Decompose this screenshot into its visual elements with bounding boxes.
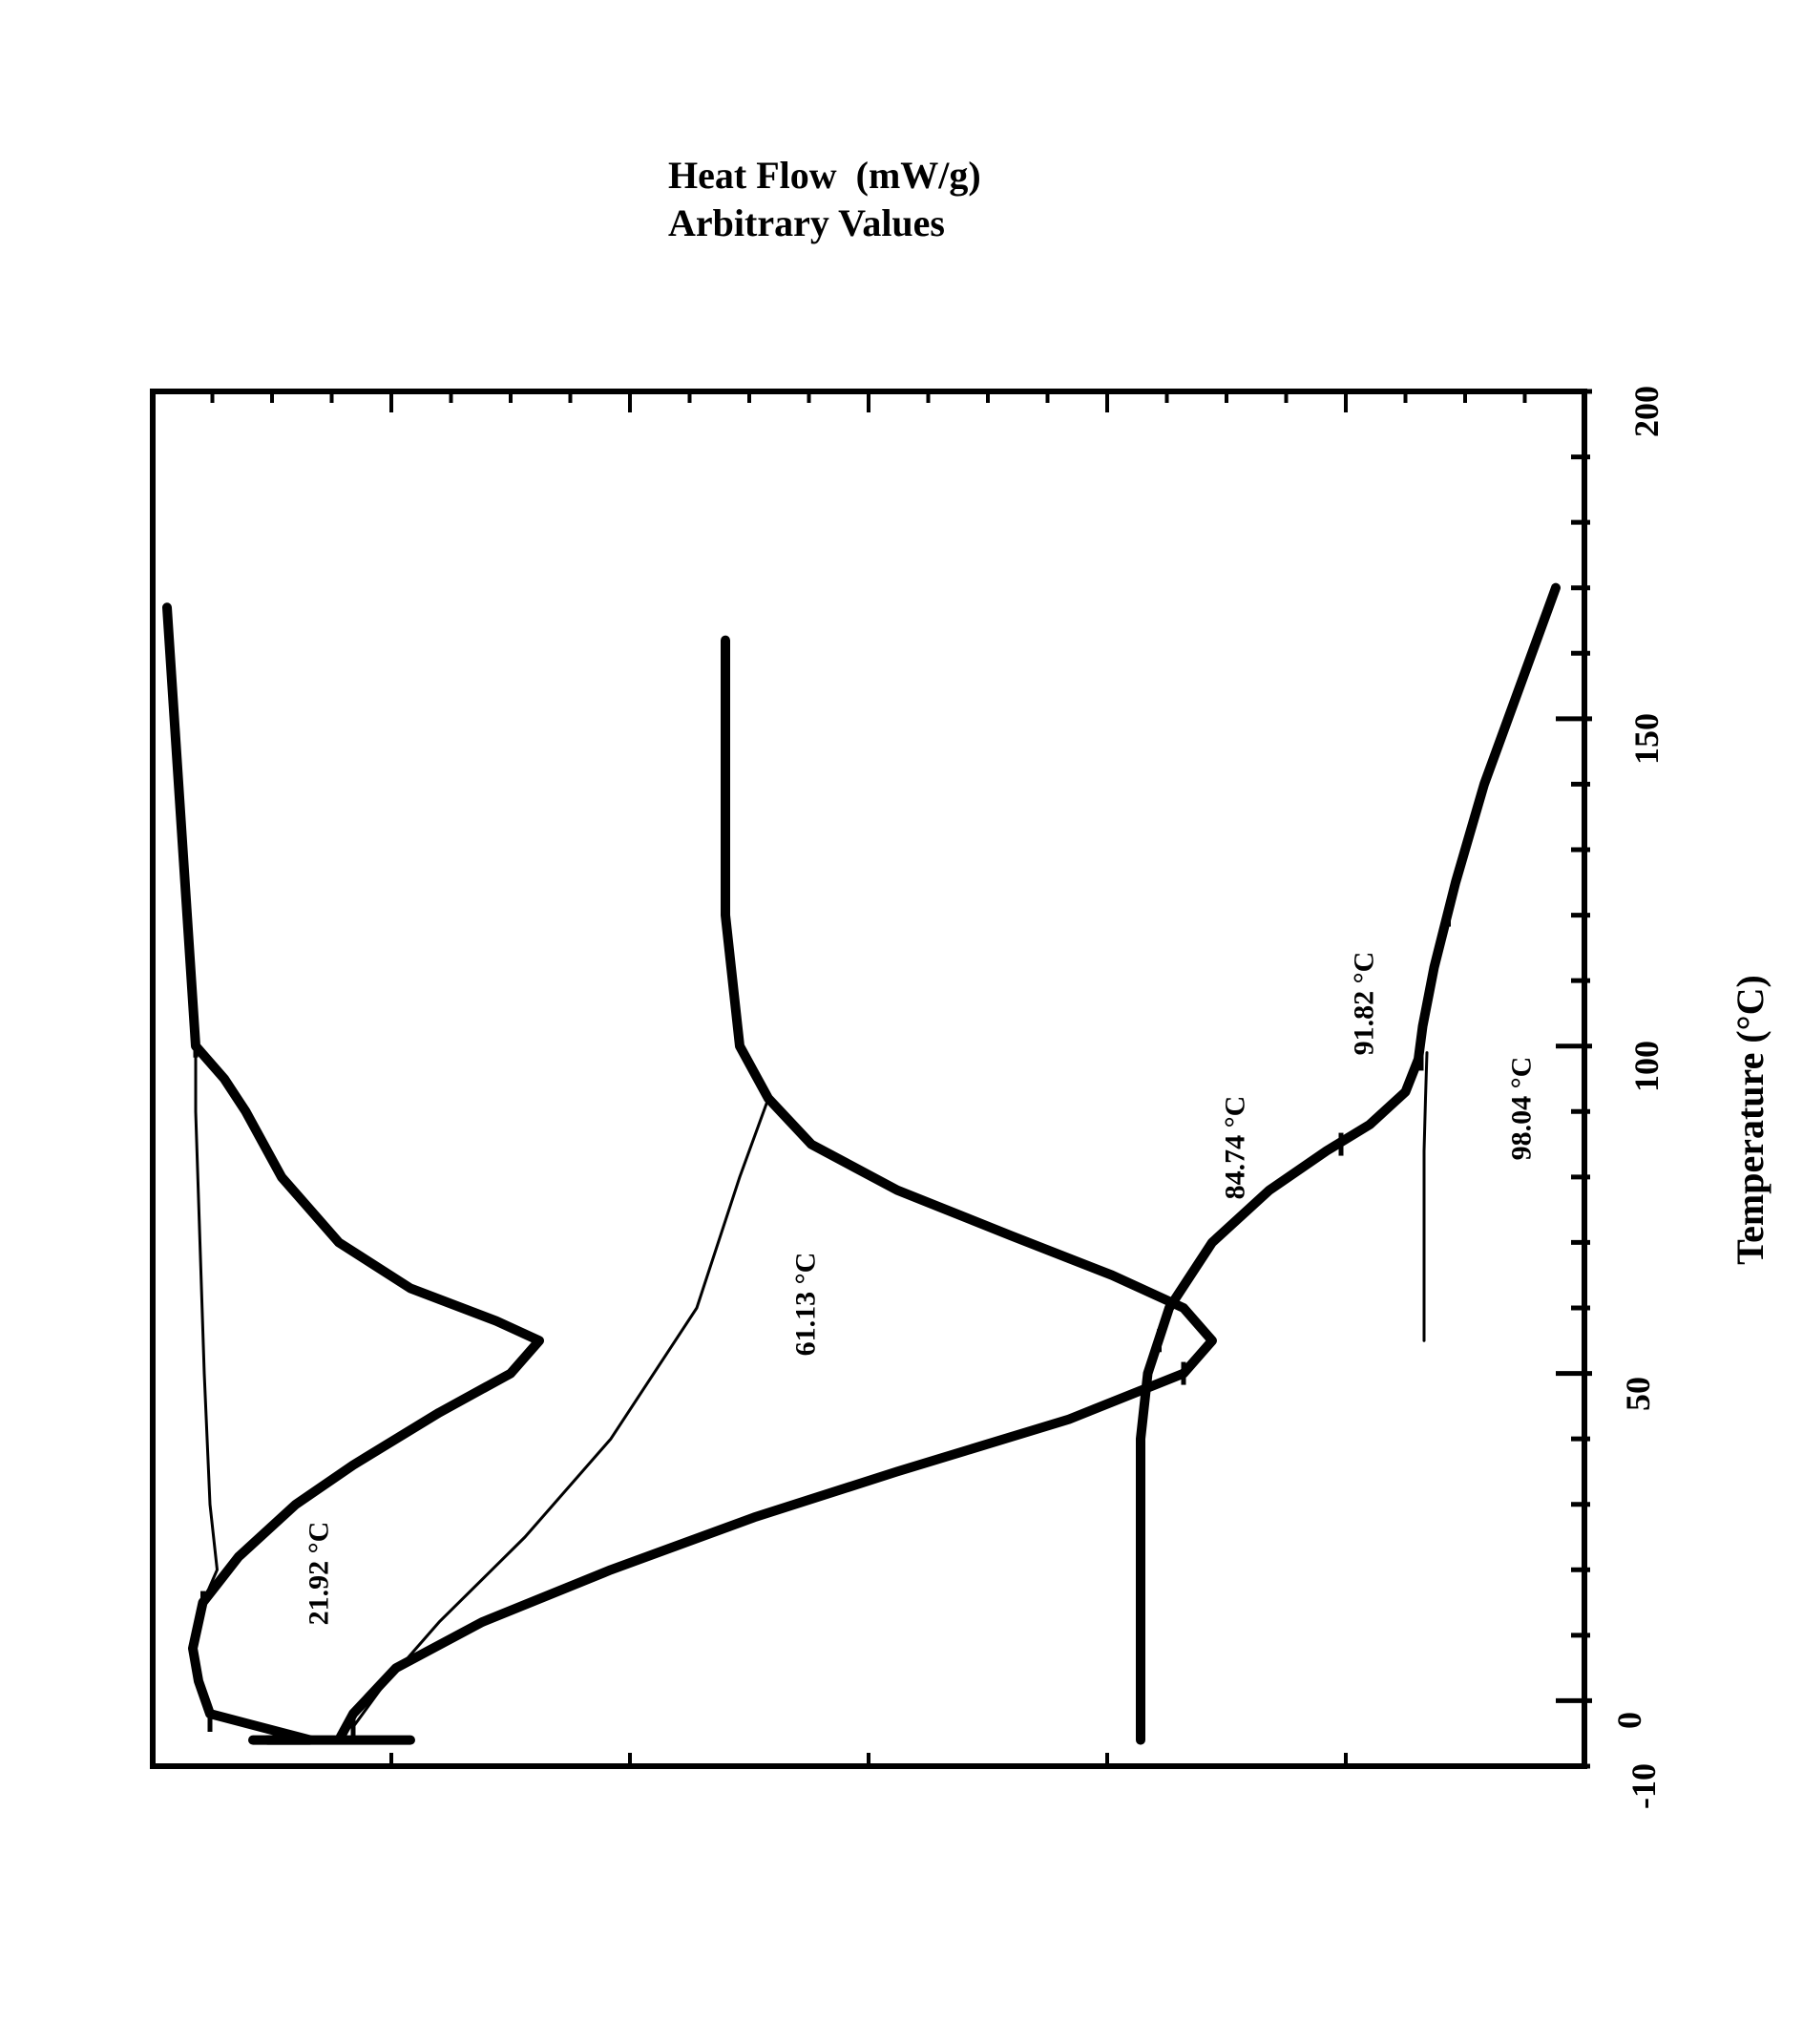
x-tick-label: 200 <box>1626 386 1667 437</box>
curve-annotation: 61.13 °C <box>789 1253 822 1357</box>
x-tick-label: -10 <box>1624 1763 1664 1809</box>
curve-annotation: 91.82 °C <box>1348 952 1380 1056</box>
x-tick-label: 0 <box>1609 1712 1649 1729</box>
page-root: Heat Flow (mW/g) Arbitrary Values Temper… <box>0 0 1803 2044</box>
curve-annotation: 84.74 °C <box>1219 1096 1251 1200</box>
x-axis-label: Temperature (°C) <box>1728 975 1772 1265</box>
x-tick-label: 50 <box>1618 1377 1658 1411</box>
curve-annotation: 21.92 °C <box>303 1521 335 1625</box>
chart-plot <box>0 0 1803 2044</box>
x-tick-label: 100 <box>1626 1041 1667 1092</box>
x-tick-label: 150 <box>1626 713 1667 765</box>
curve-annotation: 98.04 °C <box>1505 1056 1538 1160</box>
